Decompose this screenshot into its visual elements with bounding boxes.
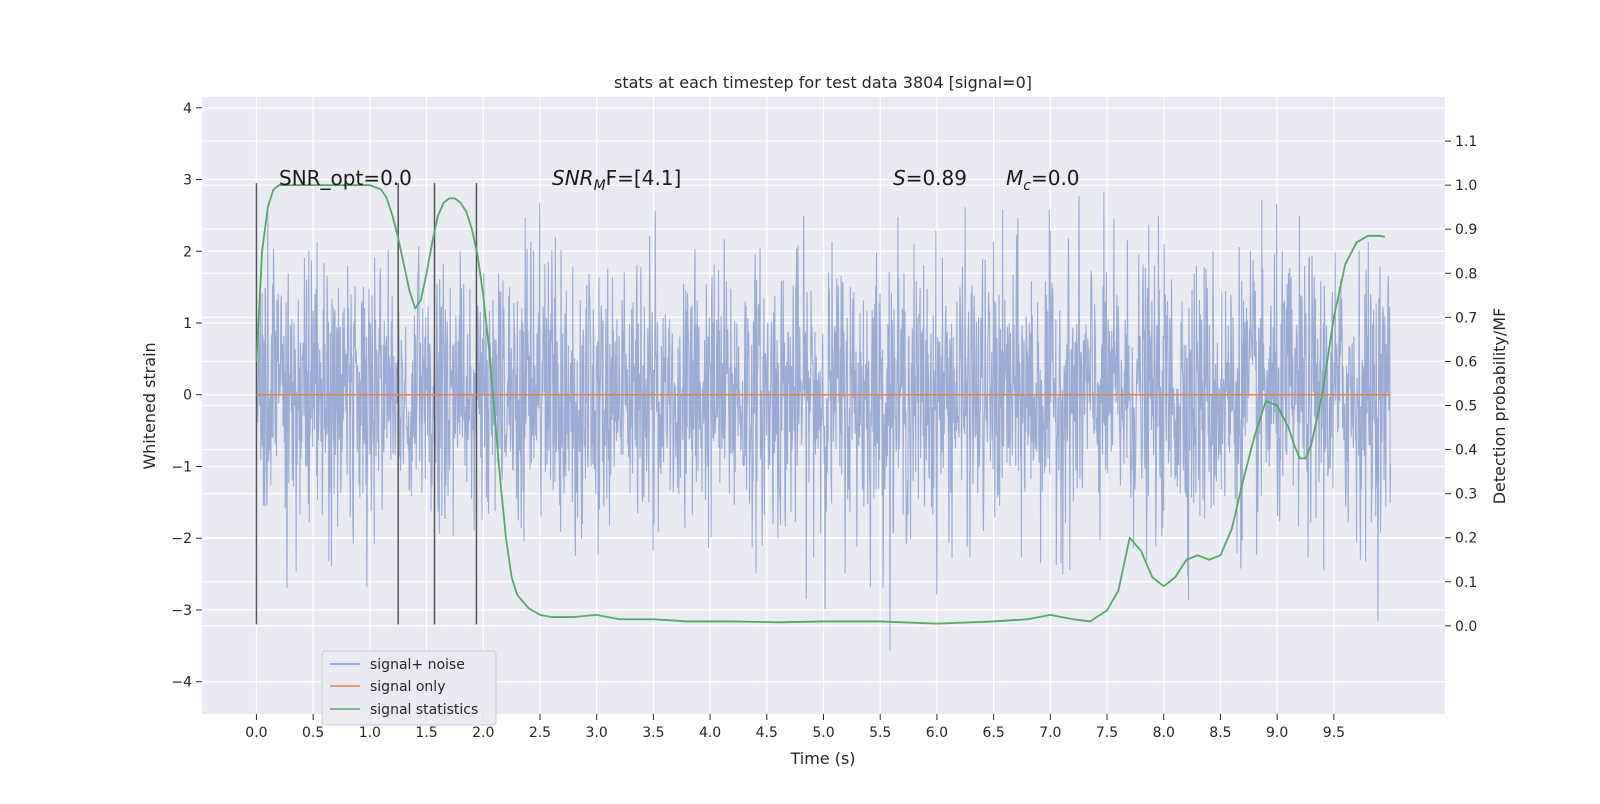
x-tick-label: 5.0 xyxy=(812,725,834,741)
y-tick-label: 0 xyxy=(183,388,192,404)
annotation-snr-opt: SNR_opt=0.0 xyxy=(279,166,412,190)
y-tick-label: −2 xyxy=(171,531,192,547)
y2-tick-label: 0.2 xyxy=(1455,531,1477,547)
x-tick-label: 2.5 xyxy=(529,725,551,741)
x-tick-label: 9.0 xyxy=(1266,725,1288,741)
annotation-snr-mf: SNRMF=[4.1] xyxy=(552,166,681,194)
noise-series xyxy=(255,192,1392,651)
annotation-snr-mf-value: F=[4.1] xyxy=(606,166,682,190)
x-tick-label: 3.0 xyxy=(586,725,608,741)
vertical-markers xyxy=(255,183,478,625)
series-signal-statistics xyxy=(255,184,1386,625)
y-tick-label: 2 xyxy=(183,244,192,260)
annotation-mc-subscript: c xyxy=(1023,178,1031,194)
annotation-mc-value: =0.0 xyxy=(1031,166,1080,190)
x-tick-label: 9.5 xyxy=(1323,725,1345,741)
y2-tick-label: 0.4 xyxy=(1455,443,1477,459)
line-series xyxy=(255,184,1391,625)
annotation-s-value: =0.89 xyxy=(906,166,967,190)
annotation-mc-symbol: M xyxy=(1006,166,1023,190)
x-tick-label: 6.5 xyxy=(982,725,1004,741)
y2-tick-label: 0.9 xyxy=(1455,222,1477,238)
y2-axis-label: Detection probability/MF xyxy=(1490,308,1509,505)
legend-label-noise: signal+ noise xyxy=(370,657,465,673)
y-tick-label: −3 xyxy=(171,603,192,619)
y2-tick-label: 0.6 xyxy=(1455,354,1477,370)
legend-box xyxy=(321,650,497,726)
y2-tick-label: 0.3 xyxy=(1455,487,1477,503)
y2-tick-label: 0.8 xyxy=(1455,266,1477,282)
annotation-mc: Mc=0.0 xyxy=(1006,166,1080,194)
x-tick-label: 8.5 xyxy=(1209,725,1231,741)
legend: signal+ noise signal only signal statist… xyxy=(321,650,497,726)
y-tick-label: −1 xyxy=(171,459,192,475)
y-tick-label: −4 xyxy=(171,675,192,691)
annotation-s-symbol: S xyxy=(893,166,906,190)
x-tick-label: 7.5 xyxy=(1096,725,1118,741)
legend-label-signal: signal only xyxy=(370,679,445,695)
y-tick-label: 1 xyxy=(183,316,192,332)
y2-tick-label: 0.1 xyxy=(1455,575,1477,591)
x-tick-label: 0.0 xyxy=(245,725,267,741)
annotation-s: S=0.89 xyxy=(893,166,967,190)
x-tick-label: 7.0 xyxy=(1039,725,1061,741)
x-tick-label: 4.5 xyxy=(756,725,778,741)
x-tick-label: 0.5 xyxy=(302,725,324,741)
x-axis-label: Time (s) xyxy=(789,749,855,768)
y-tick-label: 3 xyxy=(183,173,192,189)
y2-tick-label: 1.0 xyxy=(1455,178,1477,194)
x-tick-label: 6.0 xyxy=(926,725,948,741)
x-tick-label: 1.5 xyxy=(415,725,437,741)
tick-layer: 0.0 0.5 1.0 1.5 2.0 2.5 3.0 3.5 4.0 4.5 5.0 5.5 6.0 6… xyxy=(171,101,1477,741)
y2-tick-label: 1.1 xyxy=(1455,134,1477,150)
annotation-snr-mf-subscript: M xyxy=(594,178,606,194)
chart-title: stats at each timestep for test data 380… xyxy=(614,73,1032,92)
x-tick-label: 2.0 xyxy=(472,725,494,741)
x-tick-label: 3.5 xyxy=(642,725,664,741)
x-tick-label: 1.0 xyxy=(359,725,381,741)
x-tick-label: 8.0 xyxy=(1153,725,1175,741)
legend-label-stats: signal statistics xyxy=(370,702,478,718)
y2-tick-label: 0.0 xyxy=(1455,619,1477,635)
series-signal-noise xyxy=(255,192,1392,651)
y2-tick-label: 0.5 xyxy=(1455,399,1477,415)
y-axis-label: Whitened strain xyxy=(140,342,159,469)
x-tick-label: 5.5 xyxy=(869,725,891,741)
y2-tick-label: 0.7 xyxy=(1455,310,1477,326)
annotation-snr-mf-symbol: SNR xyxy=(552,166,594,190)
y-tick-label: 4 xyxy=(183,101,192,117)
x-tick-label: 4.0 xyxy=(699,725,721,741)
